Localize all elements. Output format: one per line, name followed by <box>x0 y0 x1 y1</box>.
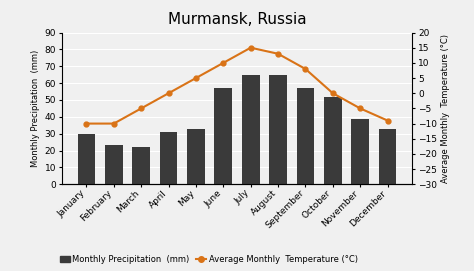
Y-axis label: Average Monthly  Temperature (°C): Average Monthly Temperature (°C) <box>441 34 450 183</box>
Bar <box>324 96 342 184</box>
Bar <box>105 146 123 184</box>
Average Monthly  Temperature (°C) <box>275 52 281 55</box>
Bar <box>187 129 205 184</box>
Title: Murmansk, Russia: Murmansk, Russia <box>168 12 306 27</box>
Average Monthly  Temperature (°C) <box>193 76 199 80</box>
Average Monthly  Temperature (°C) <box>220 61 226 64</box>
Bar <box>160 132 177 184</box>
Bar <box>78 134 95 184</box>
Average Monthly  Temperature (°C) <box>248 46 254 49</box>
Average Monthly  Temperature (°C) <box>385 119 391 122</box>
Y-axis label: Monthly Precipitation  (mm): Monthly Precipitation (mm) <box>31 50 40 167</box>
Average Monthly  Temperature (°C) <box>357 107 363 110</box>
Average Monthly  Temperature (°C) <box>111 122 117 125</box>
Bar <box>351 118 369 184</box>
Average Monthly  Temperature (°C) <box>83 122 89 125</box>
Bar <box>132 147 150 184</box>
Average Monthly  Temperature (°C) <box>330 92 336 95</box>
Bar <box>269 75 287 184</box>
Average Monthly  Temperature (°C) <box>166 92 172 95</box>
Line: Average Monthly  Temperature (°C): Average Monthly Temperature (°C) <box>84 45 390 126</box>
Average Monthly  Temperature (°C) <box>138 107 144 110</box>
Bar <box>242 75 260 184</box>
Bar <box>297 88 314 184</box>
Average Monthly  Temperature (°C) <box>302 67 308 70</box>
Bar <box>379 129 396 184</box>
Bar <box>214 88 232 184</box>
Legend: Monthly Precipitation  (mm), Average Monthly  Temperature (°C): Monthly Precipitation (mm), Average Mont… <box>56 251 361 267</box>
